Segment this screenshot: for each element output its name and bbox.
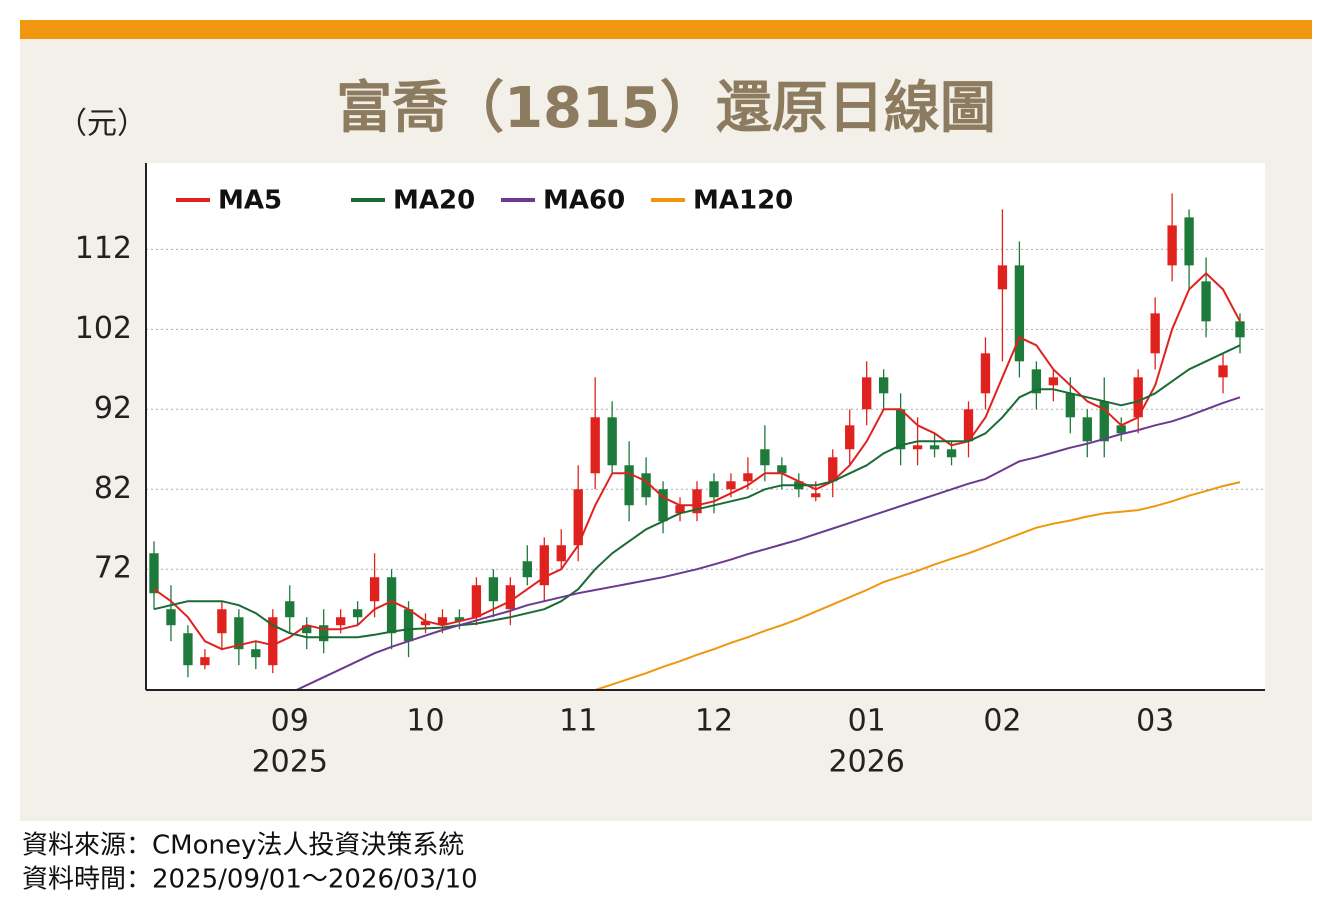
candle-body (980, 353, 991, 394)
candle-body (709, 481, 719, 498)
candle-body (912, 445, 923, 450)
candle-body (183, 633, 193, 666)
candle-body (1116, 425, 1126, 434)
candle-body (929, 445, 940, 450)
y-tick-label: 102 (75, 311, 132, 346)
y-tick-label: 112 (75, 231, 132, 266)
candle-body (522, 561, 532, 578)
top-bar (20, 20, 1312, 39)
candle-body (369, 577, 380, 602)
candle-body (420, 621, 431, 626)
candle-body (403, 609, 414, 642)
candle-body (845, 425, 855, 450)
ma-line (153, 272, 1241, 651)
candle-body (675, 505, 685, 514)
x-tick-label: 11 (559, 704, 597, 739)
candle-body (488, 577, 499, 602)
grid (146, 248, 1265, 570)
candle-body (335, 617, 346, 626)
candle-body (437, 617, 448, 626)
candle-body (352, 609, 363, 618)
candle-body (454, 617, 465, 622)
y-tick-label: 92 (94, 391, 132, 426)
candle-body (539, 545, 549, 586)
candle-body (1201, 281, 1211, 322)
x-tick-label: 02 (983, 704, 1021, 739)
candle-body (573, 489, 583, 546)
candle-body (641, 473, 651, 498)
candle-body (1235, 321, 1245, 338)
candle-body (828, 457, 838, 482)
candle-body (556, 545, 566, 562)
legend: MA5 MA20 MA60 MA120 (176, 186, 793, 216)
candle-body (234, 617, 244, 650)
candle-body (302, 625, 312, 634)
y-unit-label: （元） (57, 107, 147, 142)
ma-line (594, 481, 1241, 690)
plot (149, 193, 1245, 690)
legend-label: MA60 (543, 186, 625, 216)
ma-line (294, 396, 1241, 690)
candle-body (285, 601, 295, 618)
candle-body (658, 489, 668, 522)
candle-body (505, 585, 516, 610)
candle-body (997, 265, 1008, 290)
candle-body (471, 585, 482, 618)
candle-body (811, 493, 821, 498)
legend-label: MA120 (693, 186, 793, 216)
x-year-label: 2025 (252, 745, 328, 780)
candle-body (862, 377, 872, 410)
candle-body (946, 449, 957, 458)
candle-body (895, 409, 906, 450)
legend-label: MA5 (218, 186, 282, 216)
candle-body (1150, 313, 1160, 354)
candle-body (692, 489, 702, 514)
candle-body (1133, 377, 1143, 418)
candle-body (743, 473, 753, 482)
candle-body (166, 609, 176, 626)
candle-body (1065, 393, 1075, 418)
candle-body (200, 657, 210, 666)
candle-body (149, 553, 159, 594)
period-note: 資料時間：2025/09/01～2026/03/10 (22, 865, 478, 895)
candle-body (726, 481, 736, 490)
candle-body (1099, 401, 1109, 442)
chart-title: 富喬（1815）還原日線圖 (336, 76, 996, 141)
x-tick-label: 03 (1136, 704, 1174, 739)
candle-body (217, 609, 227, 634)
plot-area (146, 163, 1265, 690)
candle-body (1031, 369, 1042, 394)
candle-body (624, 465, 634, 506)
candle-body (607, 417, 617, 466)
candle-body (251, 649, 261, 658)
x-tick-label: 01 (848, 704, 886, 739)
candle-body (268, 617, 278, 666)
y-tick-label: 72 (94, 551, 132, 586)
candle-body (1082, 417, 1092, 442)
x-tick-label: 12 (695, 704, 733, 739)
candle-body (878, 377, 889, 394)
x-tick-label: 09 (271, 704, 309, 739)
candle-body (319, 625, 329, 642)
candle-body (386, 577, 397, 634)
ma-line (153, 344, 1241, 639)
candle-body (760, 449, 770, 466)
candle-body (963, 409, 974, 442)
candle-body (1167, 225, 1177, 266)
labels: 72 82 92 102 112 09 2025 10 11 12 01 2026 02 03 (75, 231, 1175, 780)
y-tick-label: 82 (94, 471, 132, 506)
source-note: 資料來源：CMoney法人投資決策系統 (22, 831, 464, 861)
candle-body (1014, 265, 1025, 362)
candle-body (1048, 377, 1059, 386)
candle-body (590, 417, 600, 474)
x-tick-label: 10 (406, 704, 444, 739)
candle-body (1184, 217, 1194, 266)
candle-body (1218, 365, 1228, 378)
candle-body (777, 465, 787, 474)
legend-label: MA20 (393, 186, 475, 216)
x-year-label: 2026 (829, 745, 905, 780)
